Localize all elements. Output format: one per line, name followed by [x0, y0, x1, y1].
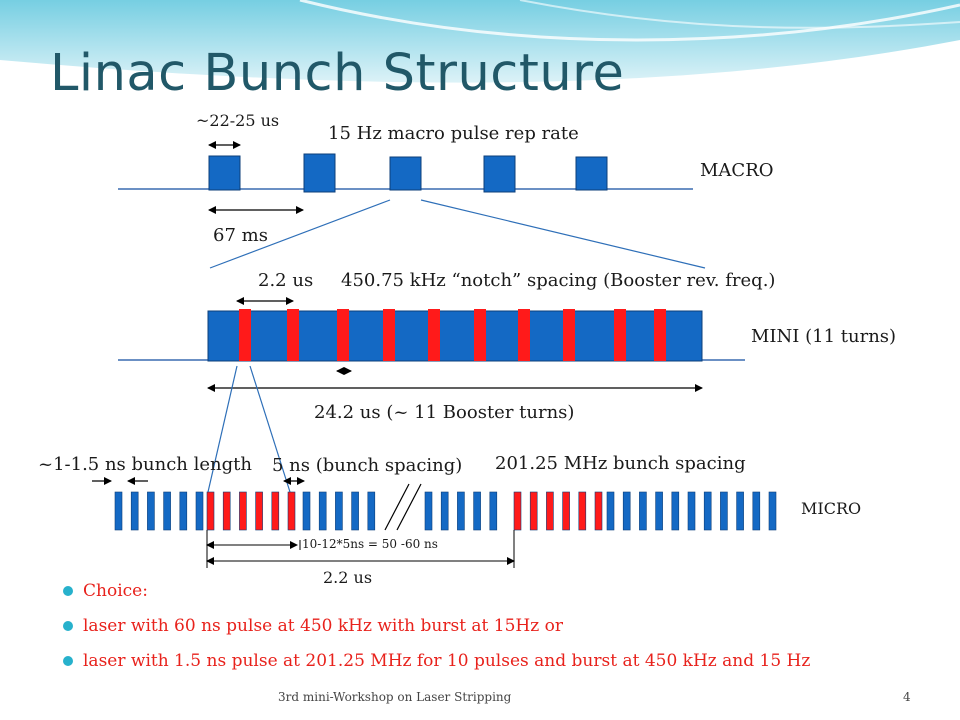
macro-duration-label: ~22-25 us — [196, 111, 280, 130]
group-width-label: 10-12*5ns = 50 -60 ns — [302, 537, 438, 551]
bullet-item: Choice: — [63, 578, 810, 613]
bullet-dot-icon — [63, 656, 73, 666]
macro-pulse — [389, 156, 422, 191]
mini-notch — [518, 309, 530, 361]
axis-break-mark — [384, 483, 410, 531]
macro-pulse — [208, 155, 241, 191]
zoom-line — [420, 199, 706, 269]
zoom-line — [249, 365, 291, 493]
macro-rate-label: 15 Hz macro pulse rep rate — [328, 123, 579, 144]
micro-bunch — [239, 491, 247, 531]
bullet-list: Choice: laser with 60 ns pulse at 450 kH… — [63, 578, 810, 683]
macro-pulse — [483, 155, 516, 193]
zoom-line — [207, 365, 238, 493]
bunch-length-label: ~1-1.5 ns bunch length — [38, 454, 252, 475]
bullet-item: laser with 60 ns pulse at 450 kHz with b… — [63, 613, 810, 648]
micro-bunch — [222, 491, 231, 531]
mini-train — [207, 310, 703, 362]
micro-bunch — [687, 491, 696, 531]
micro-bunch — [367, 491, 376, 531]
bunch-structure-diagram — [92, 141, 777, 568]
micro-bunch — [513, 491, 522, 531]
micro-bunch — [655, 491, 663, 531]
micro-bunch — [578, 491, 587, 531]
micro-bunch — [335, 491, 343, 531]
micro-bunch — [489, 491, 498, 531]
micro-bunch — [622, 491, 631, 531]
micro-bunch — [163, 491, 171, 531]
micro-row-label: MICRO — [801, 499, 862, 518]
micro-bunch — [752, 491, 761, 531]
micro-bunch — [424, 491, 433, 531]
zoom-line — [209, 199, 391, 269]
micro-bunch — [546, 491, 554, 531]
macro-pulse — [303, 153, 336, 193]
mini-notch — [383, 309, 395, 361]
micro-bunch — [473, 491, 481, 531]
macro-pulse — [575, 156, 608, 191]
micro-bunch — [206, 491, 215, 531]
micro-bunch — [195, 491, 204, 531]
micro-bunch — [594, 491, 603, 531]
bullet-dot-icon — [63, 621, 73, 631]
page-number: 4 — [903, 690, 911, 704]
micro-bunch — [351, 491, 359, 531]
mini-notch — [239, 309, 251, 361]
micro-bunch — [703, 491, 712, 531]
bunch-spacing-label: 5 ns (bunch spacing) — [272, 455, 463, 476]
micro-bunches — [114, 491, 777, 531]
macro-row-label: MACRO — [700, 160, 774, 181]
mini-spacing-label: 450.75 kHz “notch” spacing (Booster rev.… — [341, 270, 776, 291]
mini-notch-width-label: 2.2 us — [258, 270, 314, 291]
bullet-dot-icon — [63, 586, 73, 596]
micro-bunch — [318, 491, 327, 531]
micro-bunch — [287, 491, 296, 531]
macro-period-label: 67 ms — [213, 225, 268, 246]
mini-notch — [654, 309, 666, 361]
mini-notches — [239, 309, 666, 361]
micro-bunch — [639, 491, 647, 531]
micro-bunch — [562, 491, 570, 531]
gap-width-label: 2.2 us — [323, 568, 373, 587]
micro-bunch — [440, 491, 449, 531]
slide-title: Linac Bunch Structure — [50, 44, 625, 103]
mini-notch — [337, 309, 349, 361]
footer-text: 3rd mini-Workshop on Laser Stripping — [278, 690, 512, 704]
micro-bunch — [179, 491, 188, 531]
micro-bunch — [768, 491, 777, 531]
micro-bunch — [529, 491, 538, 531]
micro-bunch — [736, 491, 744, 531]
mini-notch — [428, 309, 440, 361]
header-swoosh — [0, 0, 960, 83]
mini-total-label: 24.2 us (~ 11 Booster turns) — [314, 402, 575, 423]
mini-notch — [474, 309, 486, 361]
micro-bunch — [255, 491, 263, 531]
bunch-frequency-label: 201.25 MHz bunch spacing — [495, 453, 746, 474]
micro-bunch — [606, 491, 615, 531]
micro-bunch — [114, 491, 123, 531]
bullet-item: laser with 1.5 ns pulse at 201.25 MHz fo… — [63, 648, 810, 683]
mini-row-label: MINI (11 turns) — [751, 326, 897, 347]
micro-bunch — [302, 491, 311, 531]
micro-bunch — [457, 491, 465, 531]
micro-bunch — [720, 491, 728, 531]
mini-notch — [287, 309, 299, 361]
mini-notch — [614, 309, 626, 361]
micro-bunch — [130, 491, 139, 531]
mini-notch — [563, 309, 575, 361]
axis-break-mark — [396, 483, 422, 531]
micro-bunch — [271, 491, 280, 531]
micro-bunch — [147, 491, 155, 531]
micro-bunch — [671, 491, 680, 531]
